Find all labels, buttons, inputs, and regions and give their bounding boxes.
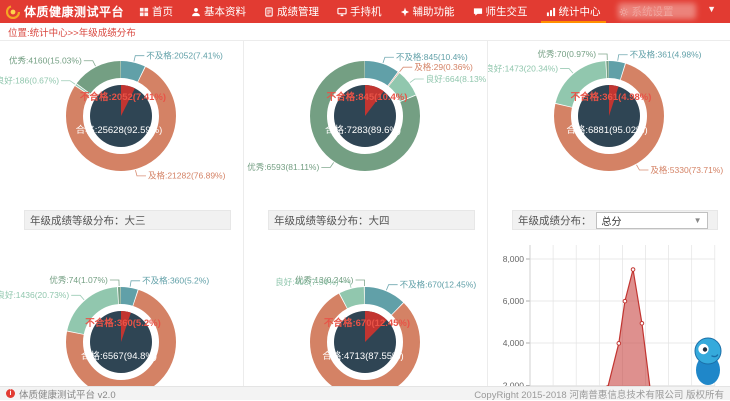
panel-grade1-chart: 不及格:2052(7.41%) 及格:21282(76.89%) 良好:186(0.… — [0, 41, 242, 210]
breadcrumb-bar: 位置:统计中心>>年级成绩分布 — [0, 23, 730, 41]
main-menu: 首页 基本资料 成绩管理 手持机 辅助功能 师生交互 统计中心 系统设置 — [130, 0, 683, 23]
donut-chart-grade2: 不及格:845(10.4%)及格:29(0.36%) 良好:664(8.13%) 优… — [244, 41, 486, 210]
nav-item-tools[interactable]: 辅助功能 — [391, 0, 464, 23]
device-icon — [337, 7, 347, 17]
section-title: 年级成绩等级分布：大三 — [30, 213, 146, 228]
nav-label: 手持机 — [350, 4, 382, 19]
chevron-down-icon: ▼ — [694, 216, 702, 225]
profile-icon — [191, 7, 201, 17]
svg-text:4,000: 4,000 — [503, 338, 525, 348]
svg-text:合格:7283(89.6%): 合格:7283(89.6%) — [325, 124, 401, 136]
nav-item-interaction[interactable]: 师生交互 — [464, 0, 537, 23]
svg-text:8,000: 8,000 — [503, 254, 525, 264]
stats-icon — [546, 7, 556, 17]
app-logo: 体质健康测试平台 — [0, 3, 130, 20]
svg-text:6,000: 6,000 — [503, 296, 525, 306]
version-text: 体质健康测试平台 v2.0 — [19, 387, 116, 401]
user-menu-caret-icon[interactable]: ▼ — [707, 4, 716, 14]
panel-grade3-chart: 不及格:361(4.98%) 及格:5330(73.71%) 良好:1473(20.… — [488, 41, 730, 210]
nav-label: 首页 — [152, 4, 173, 19]
svg-text:良好:664(8.13%): 良好:664(8.13%) — [426, 74, 486, 84]
nav-label: 统计中心 — [559, 4, 601, 19]
nav-item-scores[interactable]: 成绩管理 — [255, 0, 328, 23]
svg-text:优秀:4160(15.03%): 优秀:4160(15.03%) — [9, 56, 82, 66]
donut-chart-grade3: 不及格:361(4.98%) 及格:5330(73.71%) 良好:1473(20.… — [488, 41, 730, 210]
svg-text:优秀:6593(81.11%): 优秀:6593(81.11%) — [247, 162, 319, 172]
svg-text:良好:186(0.67%): 良好:186(0.67%) — [0, 76, 59, 86]
svg-text:不合格:845(10.4%): 不合格:845(10.4%) — [327, 91, 408, 103]
svg-text:不合格:2052(7.41%): 不合格:2052(7.41%) — [80, 91, 166, 103]
section-title: 年级成绩等级分布：大四 — [274, 213, 390, 228]
svg-text:良好:1436(20.73%): 良好:1436(20.73%) — [0, 290, 69, 300]
nav-label: 基本资料 — [204, 4, 246, 19]
svg-text:优秀:74(1.07%): 优秀:74(1.07%) — [49, 275, 108, 285]
nav-label: 师生交互 — [486, 4, 528, 19]
svg-text:不合格:361(4.98%): 不合格:361(4.98%) — [571, 91, 652, 103]
top-nav-bar: 体质健康测试平台 首页 基本资料 成绩管理 手持机 辅助功能 师生交互 统计 — [0, 0, 730, 23]
donut-chart-grade4-levels: 不及格:670(12.45%)良好:405(7.54%)优秀:13(0.24%)… — [244, 232, 486, 386]
panel-grade2-chart: 不及格:845(10.4%)及格:29(0.36%) 良好:664(8.13%) 优… — [244, 41, 486, 210]
nav-item-home[interactable]: 首页 — [130, 0, 182, 23]
nav-item-handheld[interactable]: 手持机 — [328, 0, 391, 23]
donut-chart-grade3-levels: 不及格:360(5.2%) 良好:1436(20.73%) 优秀:74(1.07%)… — [0, 232, 242, 386]
panel-grade3-donut: 不及格:360(5.2%) 良好:1436(20.73%) 优秀:74(1.07%)… — [0, 232, 242, 386]
interaction-icon — [473, 7, 483, 17]
nav-label: 辅助功能 — [413, 4, 455, 19]
svg-text:优秀:70(0.97%): 优秀:70(0.97%) — [538, 49, 597, 59]
nav-label: 成绩管理 — [277, 4, 319, 19]
section-header-score-dist: 年级成绩分布： 总分 ▼ — [512, 210, 718, 230]
app-title: 体质健康测试平台 — [24, 3, 124, 20]
svg-text:不合格:360(5.2%): 不合格:360(5.2%) — [85, 317, 161, 329]
score-type-value: 总分 — [602, 213, 622, 228]
breadcrumb: 位置:统计中心>>年级成绩分布 — [0, 28, 136, 39]
section-header-grade4: 年级成绩等级分布：大四 — [268, 210, 475, 230]
svg-text:不及格:845(10.4%): 不及格:845(10.4%) — [396, 52, 468, 62]
svg-text:及格:29(0.36%): 及格:29(0.36%) — [414, 62, 473, 72]
svg-text:不及格:360(5.2%): 不及格:360(5.2%) — [142, 276, 209, 286]
svg-text:良好:1473(20.34%): 良好:1473(20.34%) — [488, 63, 558, 73]
score-type-select[interactable]: 总分 ▼ — [596, 212, 708, 229]
donut-chart-grade1: 不及格:2052(7.41%) 及格:21282(76.89%) 良好:186(0.… — [0, 41, 242, 210]
svg-text:不及格:361(4.98%): 不及格:361(4.98%) — [630, 50, 702, 60]
panel-grade4-donut: 不及格:670(12.45%)良好:405(7.54%)优秀:13(0.24%)… — [244, 232, 486, 386]
home-icon — [139, 7, 149, 17]
svg-text:合格:6881(95.02%): 合格:6881(95.02%) — [566, 124, 647, 136]
svg-text:及格:5330(73.71%): 及格:5330(73.71%) — [650, 165, 723, 175]
svg-text:优秀:13(0.24%): 优秀:13(0.24%) — [295, 275, 354, 285]
svg-text:不合格:670(12.45%): 不合格:670(12.45%) — [324, 317, 410, 329]
status-bar: i 体质健康测试平台 v2.0 CopyRight 2015-2018 河南普惠… — [0, 386, 730, 400]
tools-icon — [400, 7, 410, 17]
nav-item-statistics[interactable]: 统计中心 — [537, 0, 610, 23]
service-mascot-icon[interactable] — [692, 336, 724, 393]
nav-item-profile[interactable]: 基本资料 — [182, 0, 255, 23]
user-account-blurred[interactable] — [618, 3, 696, 19]
logo-icon — [6, 5, 20, 19]
svg-text:合格:25628(92.59%): 合格:25628(92.59%) — [76, 124, 163, 136]
section-title: 年级成绩分布： — [518, 213, 592, 228]
section-header-grade3: 年级成绩等级分布：大三 — [24, 210, 231, 230]
svg-text:合格:4713(87.55%): 合格:4713(87.55%) — [322, 350, 403, 362]
svg-text:合格:6567(94.8%): 合格:6567(94.8%) — [81, 350, 157, 362]
svg-text:不及格:2052(7.41%): 不及格:2052(7.41%) — [146, 50, 223, 60]
svg-text:及格:21282(76.89%): 及格:21282(76.89%) — [148, 171, 226, 181]
copyright-text: CopyRight 2015-2018 河南普惠信息技术有限公司 版权所有 — [474, 387, 724, 401]
scores-icon — [264, 7, 274, 17]
content-area: 不及格:2052(7.41%) 及格:21282(76.89%) 良好:186(0.… — [0, 41, 730, 386]
svg-text:不及格:670(12.45%): 不及格:670(12.45%) — [400, 279, 477, 289]
info-icon: i — [6, 389, 15, 398]
